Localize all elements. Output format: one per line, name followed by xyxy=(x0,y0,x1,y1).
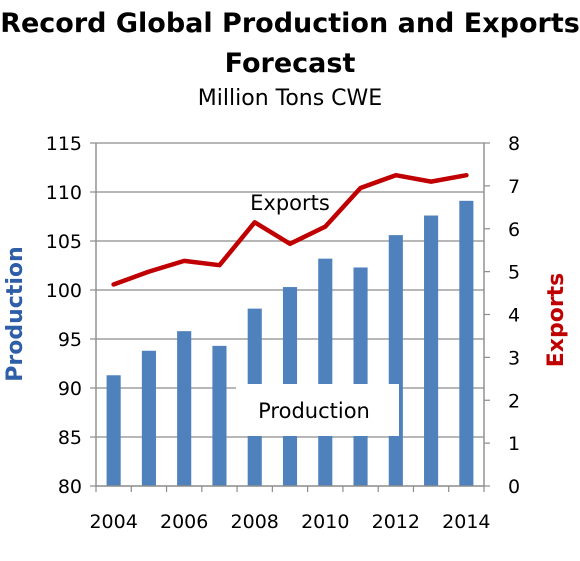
x-tick-label: 2014 xyxy=(442,511,490,533)
production-label-box xyxy=(236,384,399,436)
y-tick-label: 105 xyxy=(46,231,82,253)
y2-tick-label: 8 xyxy=(508,133,520,155)
y-tick-label: 110 xyxy=(46,182,82,204)
y2-tick-label: 3 xyxy=(508,347,520,369)
y2-axis-label: Exports xyxy=(544,273,569,368)
y2-tick-label: 0 xyxy=(508,476,520,498)
production-bar xyxy=(212,345,227,486)
chart-subtitle: Million Tons CWE xyxy=(197,86,383,111)
y-tick-label: 115 xyxy=(46,133,82,155)
plot-frame xyxy=(90,142,490,492)
production-annotation: Production xyxy=(258,399,370,423)
x-tick-label: 2010 xyxy=(301,511,349,533)
y-tick-label: 100 xyxy=(46,280,82,302)
production-bar xyxy=(353,267,368,486)
y-tick-label: 85 xyxy=(58,427,82,449)
production-bar xyxy=(318,258,333,486)
y2-tick-label: 2 xyxy=(508,390,520,412)
production-bar xyxy=(424,215,439,486)
production-bar xyxy=(177,331,192,486)
production-bar xyxy=(388,235,403,486)
production-bar xyxy=(106,375,121,486)
production-bar xyxy=(459,200,474,486)
y2-tick-label: 6 xyxy=(508,219,520,241)
y-tick-label: 90 xyxy=(58,378,82,400)
x-tick-label: 2012 xyxy=(372,511,420,533)
y-tick-label: 80 xyxy=(58,476,82,498)
annotations: Production Exports xyxy=(236,191,399,436)
y2-tick-label: 4 xyxy=(508,305,520,327)
x-tick-label: 2006 xyxy=(160,511,208,533)
exports-line xyxy=(111,172,469,287)
tick-labels: 80 85 90 95 100 105 110 115 0 1 2 3 4 5 6 7 8 2004 2006 200… xyxy=(46,133,520,533)
y2-tick-label: 7 xyxy=(508,176,520,198)
x-tick-label: 2008 xyxy=(231,511,279,533)
exports-series-line xyxy=(111,172,469,287)
chart-title: Record Global Production and Exports For… xyxy=(0,8,580,79)
y-tick-label: 95 xyxy=(58,329,82,351)
y-axis-label: Production xyxy=(3,246,28,381)
x-tick-label: 2004 xyxy=(89,511,137,533)
y2-tick-label: 5 xyxy=(508,262,520,284)
production-bar xyxy=(141,350,156,486)
y2-tick-label: 1 xyxy=(508,433,520,455)
exports-annotation: Exports xyxy=(250,191,330,215)
